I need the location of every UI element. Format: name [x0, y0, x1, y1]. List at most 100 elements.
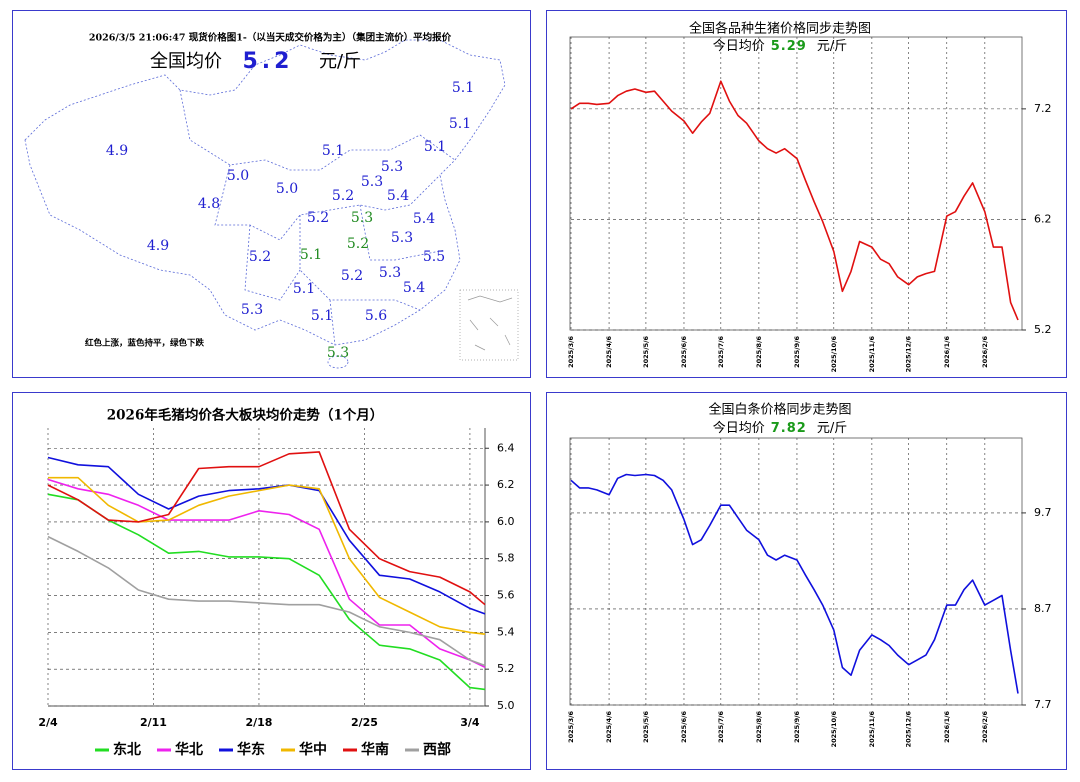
series-line	[47, 451, 486, 606]
map-borders	[179, 89, 456, 346]
x-tick-label: 2025/11/6	[868, 336, 876, 373]
region-price: 5.2	[249, 249, 271, 265]
region-price: 5.4	[413, 211, 435, 227]
panel	[12, 392, 531, 770]
region-price: 5.1	[293, 281, 315, 297]
subtitle-value: 7.82	[771, 421, 807, 436]
y-tick-label: 5.2	[1034, 323, 1052, 336]
legend-label: 华北	[175, 741, 203, 758]
x-tick-label: 2026/2/6	[981, 336, 989, 368]
region-price: 5.3	[361, 174, 383, 190]
region-price: 5.3	[327, 345, 349, 361]
sea-inset	[459, 289, 519, 361]
panel	[546, 10, 1067, 378]
x-tick-label: 2026/1/6	[943, 711, 951, 743]
x-tick-label: 2025/12/6	[905, 711, 913, 748]
inset-box	[459, 289, 519, 361]
series-line	[47, 478, 486, 669]
chart-title: 全国白条价格同步走势图	[708, 402, 851, 418]
chart-title: 全国各品种生猪价格同步走势图	[689, 21, 871, 37]
x-tick-label: 2025/6/6	[680, 336, 688, 368]
x-tick-label: 2025/5/6	[642, 711, 650, 743]
region-price: 5.3	[351, 210, 373, 226]
avg-value: 5.2	[243, 49, 294, 74]
series-line	[47, 493, 486, 691]
y-tick-label: 8.7	[1034, 602, 1052, 615]
region-price: 5.1	[311, 308, 333, 324]
x-tick-label: 2/11	[140, 716, 167, 729]
x-tick-label: 2025/8/6	[755, 711, 763, 743]
legend-label: 东北	[113, 741, 141, 758]
x-tick-label: 2/4	[38, 716, 58, 729]
region-price: 5.5	[423, 249, 445, 265]
region-price: 5.1	[322, 143, 344, 159]
x-tick-label: 2025/3/6	[567, 711, 575, 743]
avg-unit: 元/斤	[319, 51, 361, 72]
x-tick-label: 2025/12/6	[905, 336, 913, 373]
panel	[546, 392, 1067, 770]
y-tick-label: 7.7	[1034, 698, 1052, 711]
series-line	[48, 476, 486, 635]
region-price: 5.1	[300, 247, 322, 263]
y-tick-label: 6.4	[497, 441, 515, 454]
y-tick-label: 5.4	[497, 625, 515, 638]
region-price: 5.1	[449, 116, 471, 132]
x-tick-label: 3/4	[460, 716, 480, 729]
region-price: 4.9	[106, 143, 128, 159]
region-price: 5.0	[276, 181, 298, 197]
subtitle-label: 今日均价	[713, 38, 765, 54]
x-tick-label: 2025/7/6	[717, 336, 725, 368]
series-line	[47, 456, 486, 615]
region-price: 5.0	[227, 168, 249, 184]
x-tick-label: 2025/5/6	[642, 336, 650, 368]
legend-label: 华中	[299, 741, 327, 758]
x-tick-label: 2025/3/6	[567, 336, 575, 368]
y-tick-label: 5.2	[497, 662, 515, 675]
region-price: 4.9	[147, 238, 169, 254]
y-tick-label: 9.7	[1034, 506, 1052, 519]
subtitle-label: 今日均价	[713, 420, 765, 436]
x-tick-label: 2025/9/6	[793, 336, 801, 368]
avg-label: 全国均价	[150, 51, 222, 72]
x-tick-label: 2026/1/6	[943, 336, 951, 368]
x-tick-label: 2025/4/6	[605, 711, 613, 743]
region-price: 5.4	[387, 188, 409, 204]
region-price: 5.2	[341, 268, 363, 284]
panel	[12, 10, 531, 378]
region-price: 5.2	[307, 210, 329, 226]
y-tick-label: 7.2	[1034, 102, 1052, 115]
y-tick-label: 6.2	[1034, 212, 1052, 225]
china-map	[24, 39, 506, 369]
x-tick-label: 2025/7/6	[717, 711, 725, 743]
y-tick-label: 6.2	[497, 478, 515, 491]
region-price: 4.8	[198, 196, 220, 212]
series-line	[47, 535, 486, 667]
series-line	[570, 80, 1019, 321]
subtitle-unit: 元/斤	[817, 421, 847, 436]
y-tick-label: 5.8	[497, 552, 515, 565]
map-outline	[24, 39, 506, 346]
hainan	[327, 355, 349, 369]
region-price: 5.3	[381, 159, 403, 175]
x-tick-label: 2025/4/6	[605, 336, 613, 368]
x-tick-label: 2025/10/6	[830, 336, 838, 373]
y-tick-label: 5.0	[497, 699, 515, 712]
region-price: 5.4	[403, 280, 425, 296]
region-price: 5.2	[332, 188, 354, 204]
map-title: 2026/3/5 21:06:47 现货价格图1-（以当天成交价格为主）（集团主…	[89, 32, 452, 44]
region-price: 5.1	[424, 139, 446, 155]
legend-label: 华东	[237, 741, 265, 758]
x-tick-label: 2025/8/6	[755, 336, 763, 368]
subtitle-unit: 元/斤	[817, 39, 847, 54]
x-tick-label: 2025/11/6	[868, 711, 876, 748]
x-tick-label: 2/25	[351, 716, 378, 729]
region-price: 5.3	[379, 265, 401, 281]
x-tick-label: 2025/10/6	[830, 711, 838, 748]
x-tick-label: 2/18	[245, 716, 272, 729]
region-price: 5.2	[347, 236, 369, 252]
map-legend: 红色上涨，蓝色持平，绿色下跌	[85, 338, 205, 349]
subtitle-value: 5.29	[771, 39, 807, 54]
chart-subtitle: 今日均价 5.29 元/斤	[713, 38, 847, 54]
x-tick-label: 2025/6/6	[680, 711, 688, 743]
